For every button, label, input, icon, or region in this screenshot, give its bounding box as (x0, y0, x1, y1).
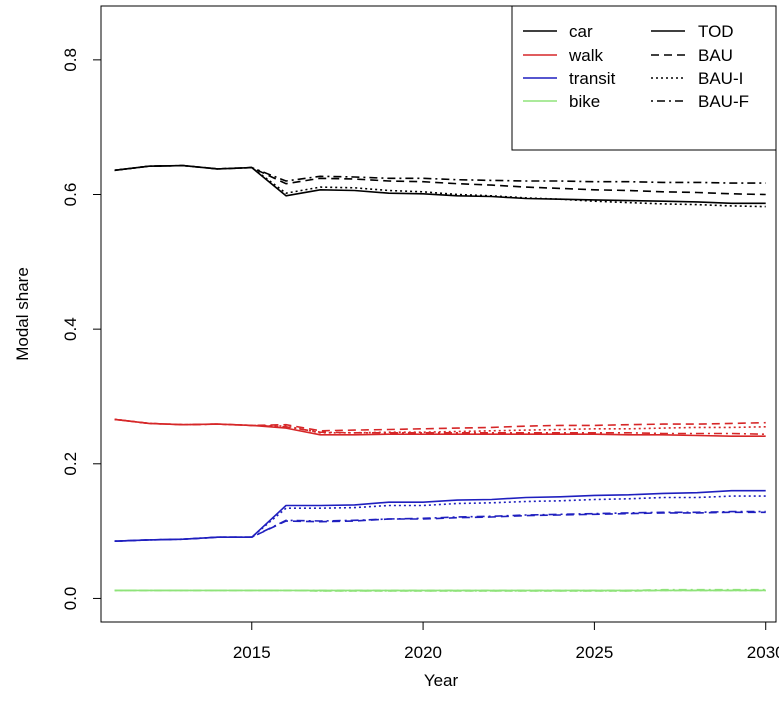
legend-label-tod: TOD (698, 22, 734, 41)
series-line-car-bau (114, 164, 766, 196)
x-axis-title: Year (424, 671, 459, 690)
y-tick-label: 0.6 (61, 183, 80, 207)
y-tick-label: 0.0 (61, 587, 80, 611)
legend-label-bau-i: BAU-I (698, 69, 743, 88)
series-line-car-bau-i (114, 164, 766, 208)
series-line-transit-bau-i (114, 495, 766, 542)
legend-label-bike: bike (569, 92, 600, 111)
series-line-transit-bau-f (114, 510, 766, 542)
y-tick-label: 0.4 (61, 317, 80, 341)
y-axis: 0.0 0.2 0.4 0.6 0.8 (61, 48, 102, 611)
x-tick-label: 2015 (233, 643, 271, 662)
plot-lines (114, 164, 766, 592)
series-line-walk-bau (114, 418, 766, 432)
series-line-car-tod (114, 164, 766, 205)
y-axis-title: Modal share (13, 267, 32, 361)
series-line-car-bau-f (114, 164, 766, 184)
legend-label-car: car (569, 22, 593, 41)
series-line-walk-bau-i (114, 418, 766, 434)
series-line-bike-bau-f (114, 588, 766, 592)
legend-label-transit: transit (569, 69, 616, 88)
legend-label-bau-f: BAU-F (698, 92, 749, 111)
legend-label-walk: walk (568, 46, 604, 65)
legend: car walk transit bike TOD BAU BAU-I BAU-F (511, 5, 777, 151)
series-line-transit-tod (114, 489, 766, 542)
y-tick-label: 0.8 (61, 48, 80, 72)
legend-label-bau: BAU (698, 46, 733, 65)
series-line-walk-bau-f (114, 418, 766, 435)
y-tick-label: 0.2 (61, 452, 80, 476)
x-tick-label: 2025 (575, 643, 613, 662)
x-tick-label: 2020 (404, 643, 442, 662)
